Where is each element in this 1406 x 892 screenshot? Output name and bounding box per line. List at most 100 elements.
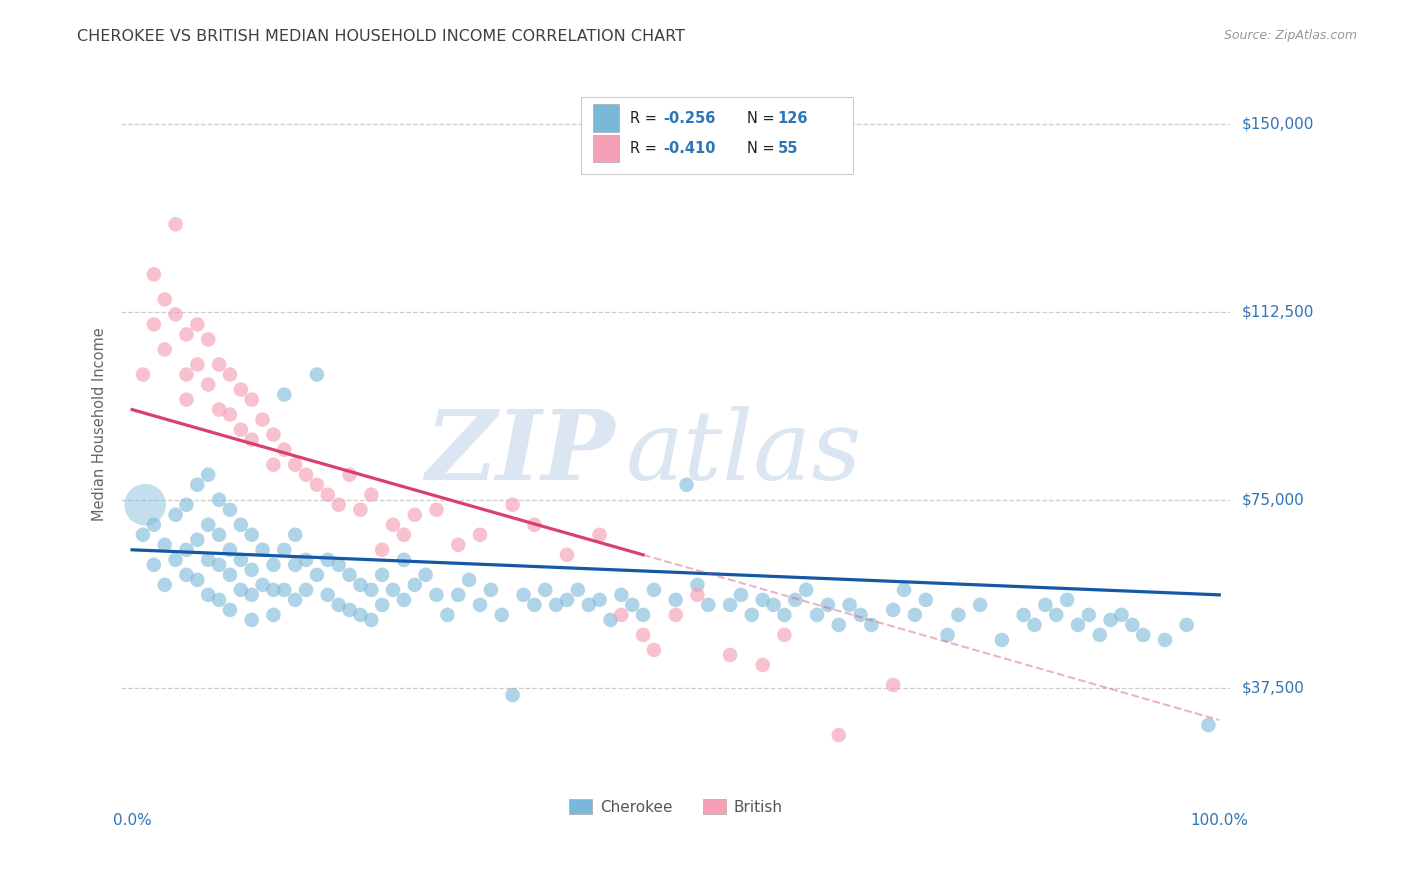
Point bbox=[773, 607, 796, 622]
Point bbox=[447, 538, 470, 552]
Point bbox=[208, 528, 231, 542]
Point bbox=[860, 618, 883, 632]
Point bbox=[588, 528, 610, 542]
Point bbox=[142, 558, 165, 572]
Point bbox=[262, 558, 284, 572]
Point bbox=[165, 217, 187, 231]
Point bbox=[599, 613, 621, 627]
Point bbox=[349, 607, 371, 622]
Point bbox=[219, 567, 242, 582]
Point bbox=[284, 558, 307, 572]
Point bbox=[165, 308, 187, 322]
Point bbox=[273, 442, 295, 457]
Point bbox=[284, 458, 307, 472]
Point bbox=[240, 563, 263, 577]
Point bbox=[229, 383, 252, 397]
Point bbox=[176, 567, 198, 582]
Point bbox=[468, 528, 491, 542]
Text: N =: N = bbox=[747, 141, 775, 156]
Point bbox=[153, 343, 176, 357]
Point bbox=[741, 607, 763, 622]
Point bbox=[371, 567, 394, 582]
Point bbox=[252, 578, 274, 592]
Point bbox=[349, 578, 371, 592]
Point bbox=[349, 502, 371, 516]
Point bbox=[392, 528, 415, 542]
Text: R =: R = bbox=[630, 141, 657, 156]
Point bbox=[1088, 628, 1111, 642]
Point bbox=[621, 598, 644, 612]
Point bbox=[936, 628, 959, 642]
Point bbox=[208, 593, 231, 607]
Point bbox=[392, 593, 415, 607]
Point bbox=[339, 467, 361, 482]
Point bbox=[142, 318, 165, 332]
Point bbox=[665, 593, 688, 607]
Point bbox=[360, 582, 382, 597]
Text: 55: 55 bbox=[778, 141, 799, 156]
Point bbox=[382, 582, 405, 597]
Point bbox=[914, 593, 936, 607]
Point bbox=[295, 467, 318, 482]
Point bbox=[176, 327, 198, 342]
Point bbox=[305, 368, 328, 382]
Point bbox=[219, 603, 242, 617]
Point bbox=[1033, 598, 1056, 612]
Point bbox=[643, 582, 665, 597]
Text: ZIP: ZIP bbox=[425, 407, 614, 500]
Point bbox=[229, 423, 252, 437]
Text: CHEROKEE VS BRITISH MEDIAN HOUSEHOLD INCOME CORRELATION CHART: CHEROKEE VS BRITISH MEDIAN HOUSEHOLD INC… bbox=[77, 29, 685, 44]
Point bbox=[262, 607, 284, 622]
Point bbox=[273, 582, 295, 597]
Point bbox=[208, 402, 231, 417]
Point bbox=[208, 558, 231, 572]
Point bbox=[502, 688, 524, 702]
Point bbox=[534, 582, 557, 597]
Point bbox=[555, 593, 578, 607]
Point bbox=[305, 477, 328, 491]
Point bbox=[447, 588, 470, 602]
Point bbox=[328, 498, 350, 512]
Point bbox=[197, 333, 219, 347]
Point bbox=[502, 498, 524, 512]
Point bbox=[208, 358, 231, 372]
Point bbox=[262, 582, 284, 597]
Point bbox=[219, 542, 242, 557]
Point bbox=[219, 368, 242, 382]
Point bbox=[229, 553, 252, 567]
Point bbox=[948, 607, 970, 622]
Point bbox=[392, 553, 415, 567]
Point bbox=[1197, 718, 1219, 732]
Text: Source: ZipAtlas.com: Source: ZipAtlas.com bbox=[1223, 29, 1357, 42]
Point bbox=[240, 528, 263, 542]
Text: $150,000: $150,000 bbox=[1241, 117, 1313, 132]
Point bbox=[849, 607, 872, 622]
Point bbox=[252, 412, 274, 426]
Point bbox=[371, 542, 394, 557]
Point bbox=[415, 567, 437, 582]
Point bbox=[134, 498, 156, 512]
Point bbox=[153, 578, 176, 592]
Point bbox=[360, 613, 382, 627]
FancyBboxPatch shape bbox=[592, 135, 619, 162]
Point bbox=[339, 567, 361, 582]
Point bbox=[567, 582, 589, 597]
Point bbox=[252, 542, 274, 557]
Point bbox=[718, 598, 741, 612]
Point bbox=[969, 598, 991, 612]
Point bbox=[436, 607, 458, 622]
Point bbox=[523, 517, 546, 532]
Point bbox=[371, 598, 394, 612]
Point bbox=[142, 268, 165, 282]
Text: $112,500: $112,500 bbox=[1241, 304, 1313, 319]
Point bbox=[284, 528, 307, 542]
Point bbox=[404, 508, 426, 522]
Point bbox=[165, 508, 187, 522]
Point bbox=[328, 598, 350, 612]
Point bbox=[991, 632, 1014, 647]
Point bbox=[1012, 607, 1035, 622]
Point bbox=[1056, 593, 1078, 607]
Text: $75,000: $75,000 bbox=[1241, 492, 1303, 508]
FancyBboxPatch shape bbox=[592, 104, 619, 132]
Point bbox=[491, 607, 513, 622]
